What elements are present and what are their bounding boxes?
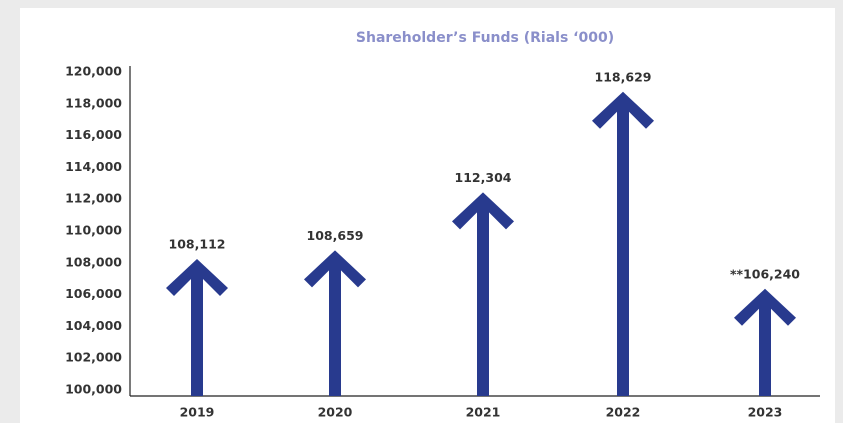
y-tick-label: 104,000	[65, 318, 122, 333]
y-tick-label: 100,000	[65, 382, 122, 397]
chart-title: Shareholder’s Funds (Rials ‘000)	[356, 30, 614, 46]
x-tick-label: 2019	[180, 405, 215, 420]
arrow-bar	[592, 91, 654, 397]
value-label: 108,659	[307, 228, 364, 243]
arrow-bar	[734, 288, 796, 396]
y-tick-label: 118,000	[65, 95, 122, 110]
x-tick-label: 2022	[606, 405, 641, 420]
arrow-bar	[166, 259, 228, 396]
arrow-bar	[452, 192, 514, 396]
y-tick-label: 114,000	[65, 159, 122, 174]
arrow-bar	[304, 250, 366, 396]
panel	[20, 8, 835, 423]
y-tick-label: 102,000	[65, 350, 122, 365]
value-label: **106,240	[730, 266, 800, 281]
x-tick-label: 2023	[748, 405, 783, 420]
y-tick-label: 120,000	[65, 64, 122, 79]
value-label: 108,112	[169, 237, 226, 252]
x-tick-label: 2020	[318, 405, 353, 420]
value-label: 112,304	[455, 170, 512, 185]
x-tick-label: 2021	[466, 405, 501, 420]
y-tick-label: 108,000	[65, 254, 122, 269]
y-tick-label: 110,000	[65, 223, 122, 238]
y-tick-label: 112,000	[65, 191, 122, 206]
y-tick-label: 106,000	[65, 286, 122, 301]
y-tick-label: 116,000	[65, 127, 122, 142]
value-label: 118,629	[595, 69, 652, 84]
